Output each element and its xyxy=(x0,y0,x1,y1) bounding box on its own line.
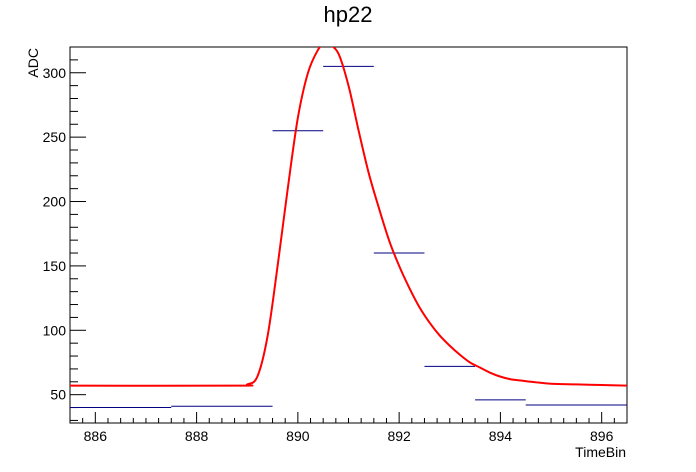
x-tick-label: 892 xyxy=(387,428,411,444)
histogram-bins xyxy=(70,65,627,409)
y-tick-label: 150 xyxy=(43,258,67,274)
plot-frame xyxy=(69,46,628,424)
axis-ticks xyxy=(69,46,628,423)
y-tick-label: 200 xyxy=(43,194,67,210)
fit-curve-group xyxy=(70,47,627,387)
x-tick-label: 896 xyxy=(590,428,614,444)
x-tick-label: 894 xyxy=(489,428,513,444)
y-tick-label: 100 xyxy=(43,322,67,338)
chart-title: hp22 xyxy=(324,2,373,27)
fit-curve xyxy=(70,47,627,387)
y-tick-label: 250 xyxy=(43,129,67,145)
x-axis-label: TimeBin xyxy=(575,444,626,460)
y-axis-label: ADC xyxy=(25,48,41,78)
x-tick-label: 890 xyxy=(286,428,310,444)
x-tick-label: 886 xyxy=(84,428,108,444)
tick-labels: 886 888 890 892 894 896 50 100 150 200 250 300 xyxy=(43,65,614,444)
y-tick-label: 300 xyxy=(43,65,67,81)
x-tick-label: 888 xyxy=(185,428,209,444)
y-tick-label: 50 xyxy=(50,387,66,403)
